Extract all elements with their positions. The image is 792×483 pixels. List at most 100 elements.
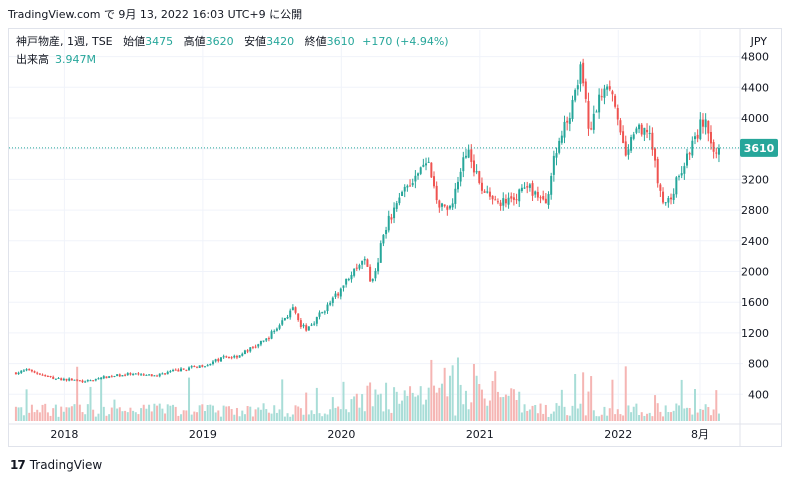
volume-bar — [406, 395, 409, 421]
volume-bar — [486, 405, 489, 421]
candle-body — [76, 379, 79, 381]
candle-body — [486, 191, 489, 193]
candle-body — [701, 119, 704, 127]
volume-bar — [307, 414, 310, 421]
candle-body — [614, 95, 617, 107]
volume-bar — [161, 408, 164, 421]
volume-bar — [137, 414, 140, 421]
volume-bar — [278, 409, 281, 421]
candle-body — [536, 191, 539, 198]
candle-body — [211, 361, 214, 364]
volume-bar — [132, 410, 135, 421]
candle-body — [566, 120, 569, 123]
candle-body — [656, 158, 659, 184]
volume-bar — [267, 412, 270, 421]
volume-bar — [257, 407, 260, 421]
volume-bar — [686, 407, 689, 421]
candle-body — [646, 129, 649, 133]
volume-bar — [520, 412, 523, 421]
footer-brand[interactable]: 17 TradingView — [10, 458, 102, 472]
candle-body — [331, 297, 334, 303]
volume-bar — [374, 389, 377, 421]
candle-body — [180, 368, 183, 372]
volume-bar — [164, 413, 167, 421]
candle-body — [528, 184, 531, 188]
candle-body — [433, 176, 436, 187]
volume-bar — [456, 357, 459, 421]
volume-bar — [502, 397, 505, 421]
candle-body — [235, 356, 238, 358]
volume-value: 3.947M — [55, 53, 96, 66]
volume-bar — [68, 407, 71, 421]
candle-body — [94, 379, 97, 381]
volume-bar — [30, 404, 33, 421]
volume-bar — [180, 414, 183, 421]
candle-body — [624, 141, 627, 156]
low-label: 安値 — [244, 35, 267, 48]
volume-bar — [310, 410, 313, 421]
volume-bar — [438, 387, 441, 421]
candle-body — [201, 365, 204, 367]
volume-bar — [134, 412, 137, 421]
candle-body — [270, 331, 273, 339]
candle-body — [54, 378, 57, 380]
candle-body — [643, 127, 646, 135]
candle-body — [574, 89, 577, 101]
candle-body — [683, 166, 686, 174]
volume-bar — [709, 415, 712, 421]
volume-bar — [430, 359, 433, 421]
volume-bar — [113, 399, 116, 421]
volume-bar — [211, 405, 214, 421]
candle-body — [166, 371, 169, 375]
y-tick-label: 800 — [748, 358, 769, 371]
candle-body — [73, 379, 76, 381]
volume-bar — [297, 406, 300, 421]
candle-body — [491, 195, 494, 200]
volume-bar — [38, 412, 41, 421]
candle-body — [539, 197, 542, 199]
y-tick-label: 3200 — [741, 173, 769, 186]
volume-bar — [142, 404, 145, 421]
volume-bar — [701, 409, 704, 421]
candle-body — [305, 325, 308, 331]
volume-bar — [491, 380, 494, 421]
candle-body — [289, 310, 292, 318]
candle-body — [334, 293, 337, 297]
candle-body — [686, 153, 689, 166]
candle-body — [30, 370, 33, 372]
candle-body — [662, 191, 665, 203]
volume-bar — [86, 404, 89, 421]
candle-body — [238, 355, 241, 358]
candle-body — [377, 262, 380, 272]
candle-body — [507, 197, 510, 205]
volume-bar — [331, 397, 334, 421]
candle-body — [310, 324, 313, 326]
volume-bar — [656, 403, 659, 421]
candle-body — [454, 188, 457, 204]
candle-body — [606, 86, 609, 90]
volume-bar — [305, 392, 308, 421]
volume-bar — [672, 410, 675, 421]
candle-body — [648, 132, 651, 134]
volume-bar — [433, 385, 436, 421]
volume-bar — [73, 404, 76, 421]
candle-body — [592, 113, 595, 130]
volume-bar — [84, 414, 87, 421]
volume-bar — [603, 406, 606, 421]
candle-body — [291, 307, 294, 311]
candle-body — [632, 134, 635, 139]
volume-bar — [78, 404, 81, 421]
volume-bar — [283, 416, 286, 421]
candle-body — [659, 184, 662, 191]
candle-body — [161, 373, 164, 375]
volume-bar — [576, 408, 579, 421]
candle-body — [379, 243, 382, 263]
candle-body — [297, 313, 300, 321]
brand-name: TradingView — [29, 458, 103, 472]
candle-body — [430, 162, 433, 178]
volume-bar — [118, 407, 121, 421]
volume-bar — [41, 404, 44, 421]
volume-bar — [510, 388, 513, 421]
candle-body — [206, 365, 209, 367]
